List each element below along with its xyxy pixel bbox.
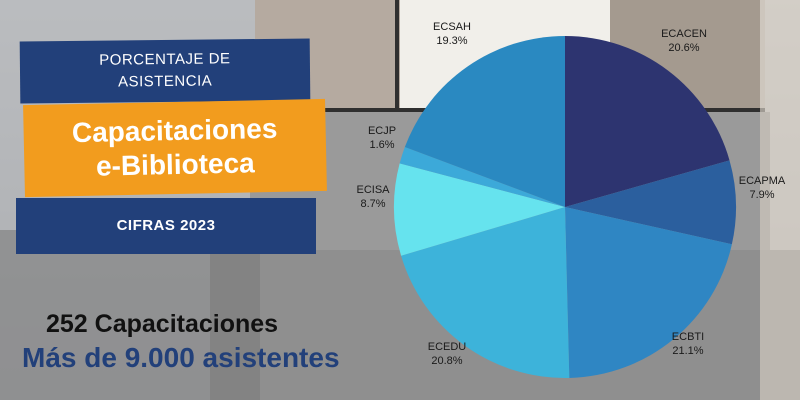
- slice-value-ecsah: 19.3%: [436, 35, 467, 47]
- attendees-count: Más de 9.000 asistentes: [22, 342, 340, 373]
- pie-slice-ecjp: [399, 147, 565, 207]
- slice-value-ecacen: 20.6%: [668, 42, 699, 54]
- banner-line-2: ASISTENCIA: [117, 72, 213, 91]
- slice-value-ecisa: 8.7%: [360, 198, 385, 210]
- slice-label-ecacen: ECACEN: [661, 28, 707, 40]
- slice-value-ecedu: 20.8%: [431, 355, 462, 367]
- subtitle-banner: CIFRAS 2023: [16, 198, 316, 254]
- slice-value-ecapma: 7.9%: [749, 189, 774, 201]
- pie-slice-ecapma: [565, 160, 736, 245]
- slice-label-ecisa: ECISA: [356, 184, 390, 196]
- pie-slices: [393, 36, 736, 378]
- slice-label-ecjp: ECJP: [368, 125, 396, 137]
- title-banner: Capacitaciones e-Biblioteca: [23, 98, 327, 198]
- subtitle-text: CIFRAS 2023: [116, 217, 216, 234]
- banner-line-1: PORCENTAJE DE: [99, 50, 231, 69]
- slice-value-ecjp: 1.6%: [369, 139, 394, 151]
- slice-label-ecsah: ECSAH: [433, 21, 471, 33]
- slice-label-ecedu: ECEDU: [428, 341, 467, 353]
- title-line-2: e-Biblioteca: [95, 147, 255, 182]
- trainings-count: 252 Capacitaciones: [46, 310, 279, 338]
- pie-slice-ecisa: [393, 163, 565, 256]
- pie-slice-ecsah: [404, 36, 565, 207]
- pie-labels: ECACEN 20.6% ECAPMA 7.9% ECBTI 21.1% ECEDU 20.8…: [356, 21, 785, 367]
- pie-slice-ecedu: [401, 207, 570, 378]
- attendance-banner: PORCENTAJE DE ASISTENCIA: [19, 38, 311, 104]
- slice-label-ecapma: ECAPMA: [739, 175, 786, 187]
- pie-slice-ecacen: [565, 36, 730, 207]
- pie-slice-ecbti: [565, 207, 732, 378]
- slice-label-ecbti: ECBTI: [672, 331, 704, 343]
- slice-value-ecbti: 21.1%: [672, 345, 703, 357]
